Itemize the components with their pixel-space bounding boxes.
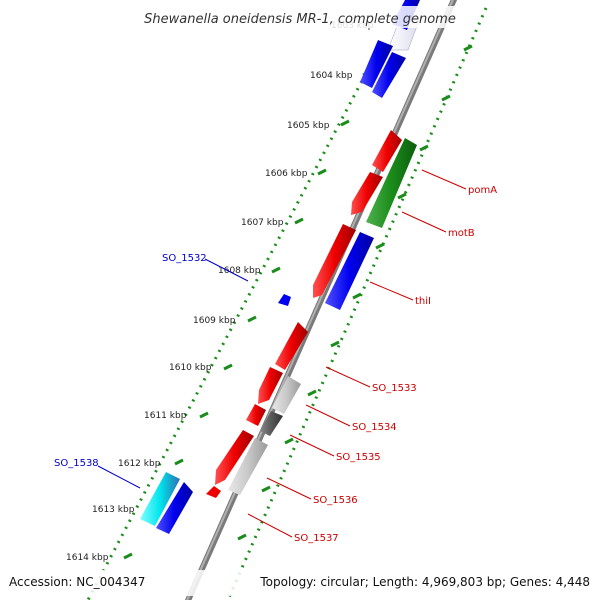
scale-label-1605: 1605 kbp <box>287 121 330 131</box>
map-title: Shewanella oneidensis MR-1, complete gen… <box>144 12 456 27</box>
gene-labels: pomA motB thiI SO_1532 SO_1533 SO_1534 S… <box>54 185 497 544</box>
gene-thiI[interactable] <box>325 232 374 310</box>
gene-SO_1532[interactable] <box>278 294 291 306</box>
outer-tick-0 <box>463 44 473 52</box>
label-SO_1534[interactable]: SO_1534 <box>352 422 397 433</box>
label-motB[interactable]: motB <box>448 228 475 239</box>
inner-tick-1 <box>340 119 350 127</box>
inner-tick-8 <box>174 458 184 466</box>
scale-label-1608: 1608 kbp <box>218 266 261 276</box>
label-pomA[interactable]: pomA <box>468 185 497 196</box>
gene-top-blue-1[interactable] <box>360 40 393 88</box>
gene-red-small[interactable] <box>246 404 266 426</box>
inner-tick-7 <box>199 411 209 419</box>
title-backdrop <box>130 6 470 28</box>
inner-tick-5 <box>247 315 257 323</box>
inner-tick-6 <box>223 363 233 371</box>
gene-blue-lower[interactable] <box>156 482 193 534</box>
gene-red-thiI[interactable] <box>313 224 356 298</box>
inner-tick-3 <box>294 217 304 225</box>
gene-top-blue-2[interactable] <box>372 52 406 98</box>
gene-SO_1533[interactable] <box>275 322 308 370</box>
topology-text: Topology: circular; Length: 4,969,803 bp… <box>259 575 590 589</box>
outer-tick-5 <box>352 292 362 300</box>
outer-tick-10 <box>237 533 247 541</box>
outer-tick-4 <box>375 242 385 250</box>
gene-red-lower[interactable] <box>215 430 254 485</box>
outer-tick-9 <box>261 485 271 493</box>
inner-tick-10 <box>123 552 133 560</box>
gene-SO_1536[interactable] <box>228 438 268 495</box>
label-thiI[interactable]: thiI <box>415 296 431 307</box>
gene-SO_1537[interactable] <box>206 486 221 498</box>
scale-label-1609: 1609 kbp <box>193 316 236 326</box>
outer-tick-3 <box>397 192 407 200</box>
backbone <box>184 0 458 600</box>
label-SO_1532[interactable]: SO_1532 <box>162 253 207 264</box>
gene-red-mid-2[interactable] <box>258 367 283 404</box>
accession-text: Accession: NC_004347 <box>9 575 145 589</box>
inner-track <box>86 59 375 600</box>
gene-SO_1538[interactable] <box>140 472 180 526</box>
outer-tick-6 <box>330 340 340 348</box>
outer-tick-1 <box>441 94 451 102</box>
label-connectors <box>97 169 467 538</box>
label-SO_1538[interactable]: SO_1538 <box>54 458 99 469</box>
scale-label-1613: 1613 kbp <box>92 505 135 515</box>
scale-label-1612: 1612 kbp <box>118 459 161 469</box>
label-SO_1536[interactable]: SO_1536 <box>313 495 358 506</box>
scale-label-1611: 1611 kbp <box>144 411 187 421</box>
scale-label-1614: 1614 kbp <box>66 553 109 563</box>
inner-tick-4 <box>271 266 281 274</box>
scale-label-1607: 1607 kbp <box>241 218 284 228</box>
gene-red-upper-2[interactable] <box>351 172 383 215</box>
inner-tick-2 <box>317 168 327 176</box>
gene-SO_1535[interactable] <box>260 411 283 436</box>
footer-backdrop <box>0 570 600 596</box>
scale-label-1610: 1610 kbp <box>169 363 212 373</box>
scale-label-1604: 1604 kbp <box>310 71 353 81</box>
outer-tick-2 <box>419 144 429 152</box>
scale-label-1606: 1606 kbp <box>265 169 308 179</box>
gene-red-upper-1[interactable] <box>372 130 402 172</box>
label-SO_1533[interactable]: SO_1533 <box>372 383 417 394</box>
gene-motB[interactable] <box>366 138 417 228</box>
outer-tick-7 <box>307 389 317 397</box>
label-SO_1535[interactable]: SO_1535 <box>336 452 381 463</box>
label-SO_1537[interactable]: SO_1537 <box>294 533 339 544</box>
outer-tick-8 <box>284 437 294 445</box>
gene-SO_1534[interactable] <box>272 376 301 414</box>
